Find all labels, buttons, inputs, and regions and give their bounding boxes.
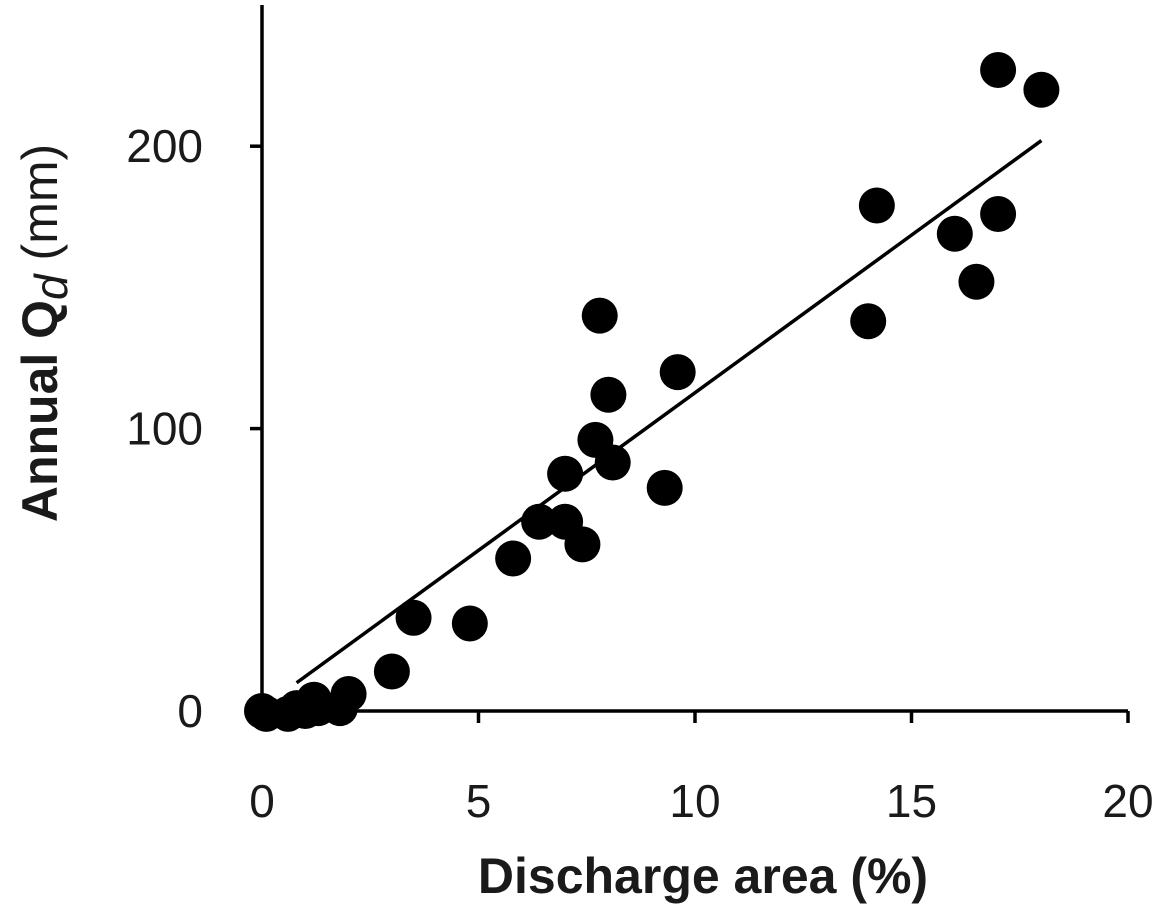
data-point bbox=[858, 187, 895, 224]
trendline-layer bbox=[295, 139, 1043, 685]
axes bbox=[260, 5, 1128, 713]
x-axis-title: Discharge area (%) bbox=[478, 848, 928, 904]
data-point bbox=[646, 469, 683, 506]
y-tick-label: 100 bbox=[126, 403, 203, 455]
data-point bbox=[373, 653, 410, 690]
data-point bbox=[547, 455, 584, 492]
data-point bbox=[395, 599, 432, 636]
x-tick-label: 5 bbox=[466, 775, 492, 827]
data-point bbox=[980, 195, 1017, 232]
data-point bbox=[850, 303, 887, 340]
y-axis-title-subscript: d bbox=[25, 273, 77, 300]
data-point bbox=[451, 605, 488, 642]
x-tick-label: 0 bbox=[249, 775, 275, 827]
data-point bbox=[659, 354, 696, 391]
y-axis-title: Annual Qd (mm) bbox=[12, 144, 77, 522]
data-point bbox=[936, 215, 973, 252]
data-point bbox=[958, 263, 995, 300]
data-point bbox=[590, 376, 627, 413]
y-axis-title-suffix: (mm) bbox=[12, 144, 68, 275]
y-axis-title-prefix: Annual Q bbox=[12, 300, 68, 522]
x-tick-label: 10 bbox=[669, 775, 720, 827]
x-tick-label: 20 bbox=[1102, 775, 1153, 827]
data-points bbox=[244, 51, 1060, 732]
y-tick-label: 200 bbox=[126, 120, 203, 172]
data-point bbox=[564, 526, 601, 563]
data-point bbox=[594, 444, 631, 481]
y-tick-label: 0 bbox=[177, 685, 203, 737]
x-tick-label: 15 bbox=[886, 775, 937, 827]
trend-line bbox=[295, 139, 1043, 685]
data-point bbox=[521, 503, 558, 540]
data-point bbox=[1023, 71, 1060, 108]
data-point bbox=[581, 297, 618, 334]
data-point bbox=[330, 676, 367, 713]
data-point bbox=[495, 540, 532, 577]
data-point bbox=[980, 51, 1017, 88]
